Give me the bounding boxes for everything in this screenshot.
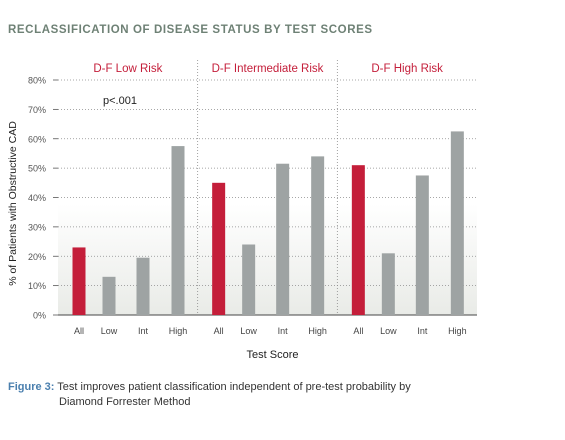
x-tick-label: All — [74, 326, 84, 336]
bar — [102, 276, 116, 315]
figure-label: Figure 3: — [8, 381, 55, 393]
y-tick-label: 80% — [28, 76, 46, 86]
bar — [351, 165, 365, 315]
bar — [381, 253, 395, 315]
y-axis-label: % of Patients with Obstructive CAD — [7, 121, 19, 286]
x-tick-label: Low — [101, 326, 118, 336]
y-tick-label: 40% — [28, 193, 46, 203]
bar — [242, 244, 256, 315]
x-tick-label: Int — [278, 326, 289, 336]
x-tick-label: Low — [380, 326, 397, 336]
bar — [311, 156, 325, 315]
x-tick-label: All — [214, 326, 224, 336]
bar — [72, 247, 86, 315]
y-tick-label: 20% — [28, 252, 46, 262]
x-tick-label: All — [353, 326, 363, 336]
group-title: D-F Low Risk — [93, 63, 162, 75]
x-tick-label: High — [169, 326, 188, 336]
caption-text-line2: Diamond Forrester Method — [59, 396, 191, 408]
bar — [212, 182, 226, 315]
figure-caption: Figure 3: Test improves patient classifi… — [8, 380, 548, 410]
y-tick-label: 60% — [28, 134, 46, 144]
p-value-annotation: p<.001 — [103, 95, 137, 107]
bar — [276, 163, 290, 315]
x-tick-label: High — [448, 326, 467, 336]
bar-chart: 0% 10% 20% 30% 40% 50% 60% 70% 80% D-F Low Risk Al… — [7, 60, 477, 361]
group-title: D-F High Risk — [371, 63, 443, 75]
x-tick-label: High — [308, 326, 327, 336]
y-tick-label: 10% — [28, 281, 46, 291]
y-tick-label: 30% — [28, 222, 46, 232]
y-tick-label: 0% — [33, 311, 46, 321]
y-tick-label: 50% — [28, 164, 46, 174]
y-tick-label: 70% — [28, 105, 46, 115]
x-axis-label: Test Score — [247, 349, 299, 361]
x-tick-label: Low — [240, 326, 257, 336]
caption-text-line1: Test improves patient classification ind… — [54, 381, 411, 393]
bar — [415, 175, 429, 315]
bar — [450, 131, 464, 315]
x-tick-label: Int — [138, 326, 149, 336]
bar — [136, 257, 150, 315]
bar — [171, 146, 185, 315]
chart-heading: RECLASSIFICATION OF DISEASE STATUS BY TE… — [8, 24, 373, 36]
x-tick-label: Int — [417, 326, 428, 336]
group-title: D-F Intermediate Risk — [212, 63, 324, 75]
